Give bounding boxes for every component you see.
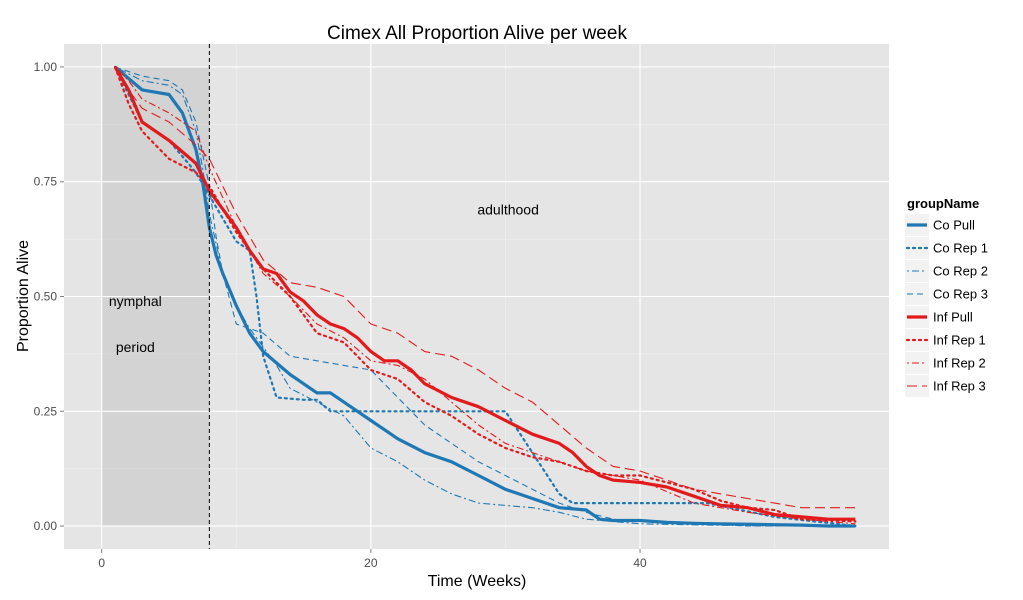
major-gridlines — [64, 44, 889, 549]
legend-label: Inf Pull — [933, 310, 973, 325]
y-tick-label: 0.75 — [34, 175, 58, 189]
legend-label: Co Rep 1 — [933, 241, 988, 256]
y-axis: 0.00 0.25 0.50 0.75 1.00 — [34, 60, 64, 533]
legend: groupName Co Pull Co Rep 1 Co Rep 2 Co Rep … — [905, 196, 988, 397]
annotation-text: period — [116, 339, 155, 355]
x-tick-label: 40 — [633, 556, 647, 570]
chart-title: Cimex All Proportion Alive per week — [327, 23, 627, 44]
x-tick-label: 0 — [98, 556, 105, 570]
annotations: nymphal period adulthood — [109, 201, 539, 355]
legend-label: Co Rep 2 — [933, 264, 988, 279]
series-line-inf-rep-1 — [114, 65, 857, 523]
series-line-co-rep-2 — [114, 66, 856, 527]
x-tick-label: 20 — [364, 556, 378, 570]
annotation-text: nymphal — [109, 293, 162, 309]
legend-key-box — [905, 329, 929, 351]
y-tick-label: 1.00 — [34, 60, 58, 74]
y-tick-label: 0.25 — [34, 404, 58, 418]
series-line-co-pull — [114, 65, 856, 528]
legend-key-box — [905, 237, 929, 259]
series-line-inf-rep-2 — [114, 66, 856, 525]
y-tick-label: 0.50 — [34, 290, 58, 304]
y-axis-title: Proportion Alive — [15, 240, 32, 352]
series-line-co-rep-1 — [114, 65, 857, 528]
legend-label: Co Rep 3 — [933, 287, 988, 302]
legend-title: groupName — [907, 196, 979, 211]
legend-label: Inf Rep 1 — [933, 333, 986, 348]
legend-label: Inf Rep 2 — [933, 356, 986, 371]
x-axis: 0 20 40 — [98, 549, 647, 570]
x-axis-title: Time (Weeks) — [428, 573, 527, 590]
series-lines — [113, 65, 857, 528]
y-tick-label: 0.00 — [34, 519, 58, 533]
legend-label: Co Pull — [933, 218, 975, 233]
series-line-inf-rep-3 — [114, 66, 856, 509]
annotation-text: adulthood — [477, 201, 539, 217]
legend-label: Inf Rep 3 — [933, 379, 986, 394]
